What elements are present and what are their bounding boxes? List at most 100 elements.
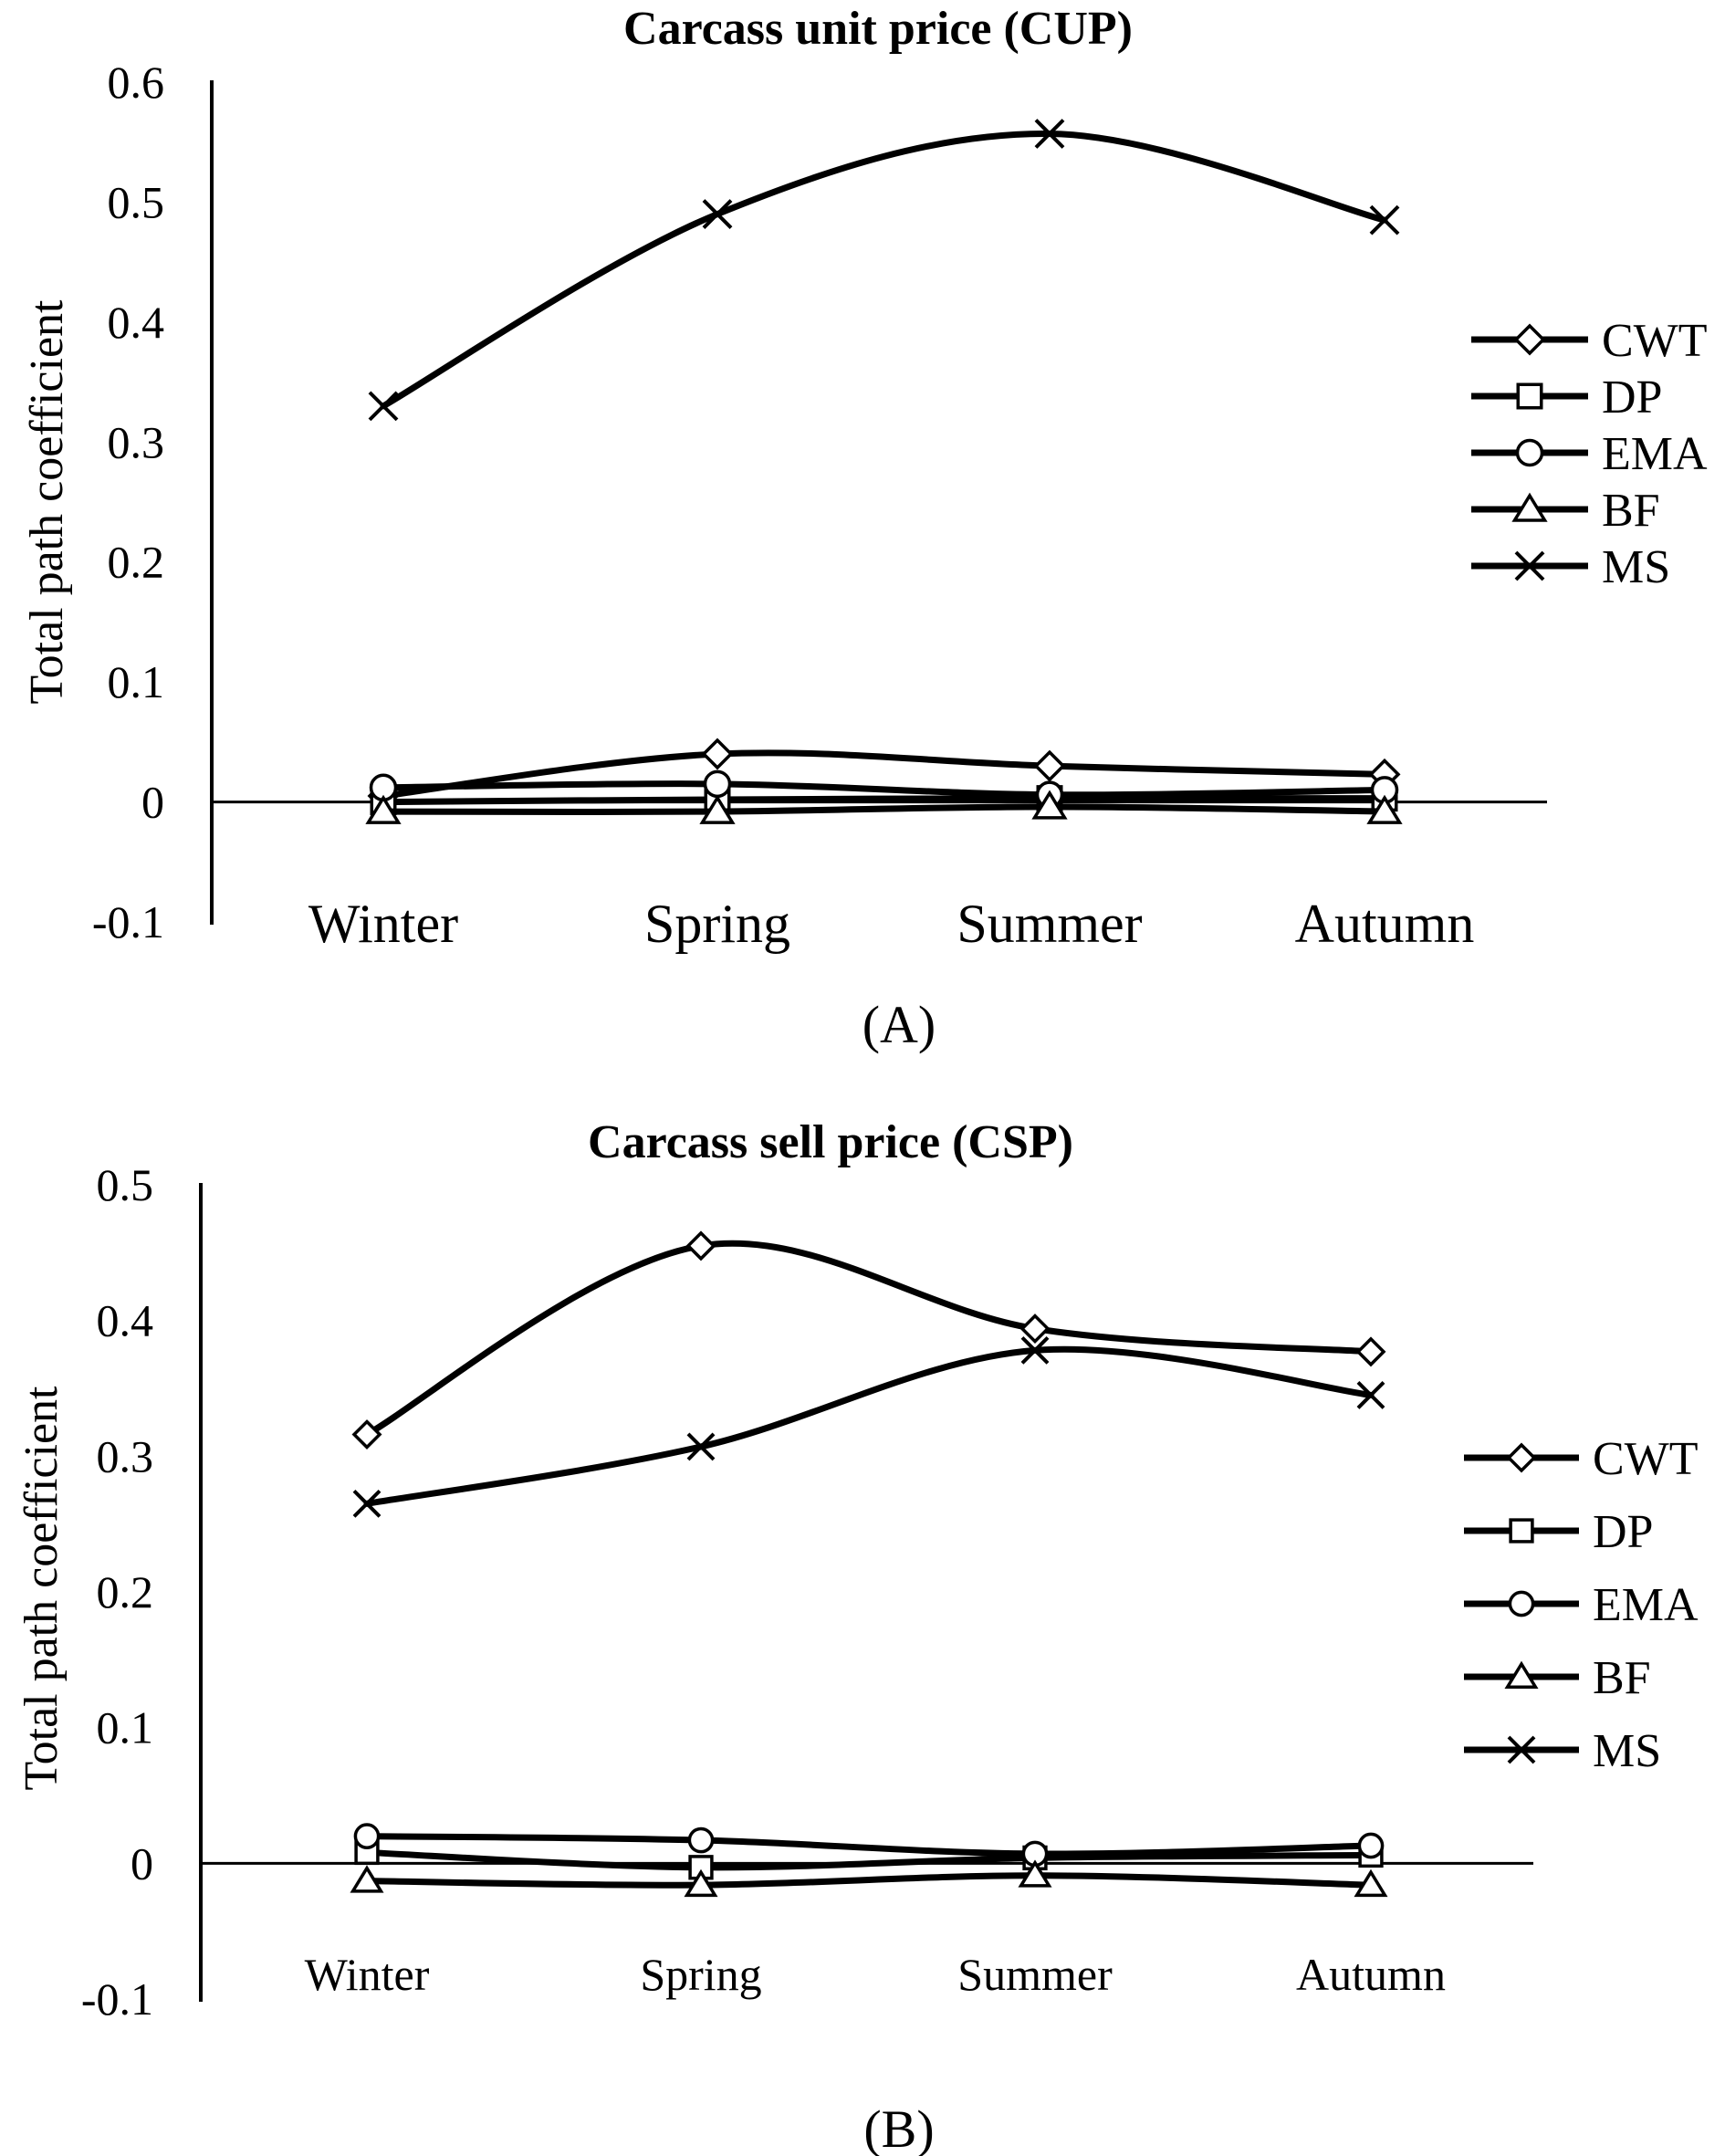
data-point-ema-winter	[353, 1823, 381, 1849]
data-point-ema-spring	[687, 1826, 715, 1854]
data-point-bf-autumn	[1354, 1868, 1388, 1898]
data-point-ms-summer-stroke-2	[1020, 1335, 1050, 1365]
x-tick-label-spring: Spring	[644, 894, 790, 954]
series-line-ema	[363, 1833, 1375, 1858]
legend-label-ema: EMA	[1602, 428, 1708, 480]
data-point-ms-summer-stroke-2	[1034, 119, 1065, 149]
y-axis-label: Total path coefficient	[16, 1386, 68, 1791]
x-tick-label-autumn: Autumn	[1296, 1949, 1446, 2000]
y-tick-label: 0.4	[108, 297, 165, 348]
data-point-ms-autumn	[1356, 1381, 1385, 1409]
legend-marker-dp	[1516, 382, 1543, 410]
series-line-ms	[380, 131, 1388, 410]
legend-label-ema: EMA	[1593, 1579, 1699, 1631]
legend-marker-ms-stroke-2	[1514, 550, 1545, 581]
y-tick-label: 0.1	[97, 1702, 154, 1753]
data-point-ms-winter	[368, 391, 399, 422]
y-tick-label: 0.5	[97, 1159, 154, 1210]
legend-label-cwt: CWT	[1602, 315, 1708, 367]
data-point-bf-autumn	[1366, 794, 1403, 824]
legend-marker-ms	[1514, 550, 1545, 581]
legend-marker-bf	[1504, 1660, 1539, 1689]
data-point-ema-autumn	[1357, 1832, 1385, 1859]
x-tick-label-spring: Spring	[640, 1949, 761, 2000]
data-point-ms-autumn-stroke-2	[1356, 1381, 1385, 1409]
data-point-ema-spring	[703, 769, 732, 799]
y-tick-label: 0.3	[97, 1430, 154, 1481]
data-point-ms-spring	[702, 199, 733, 229]
series-line-bf	[380, 803, 1388, 815]
y-tick-label: 0.1	[108, 656, 165, 707]
legend-label-dp: DP	[1602, 372, 1662, 424]
y-tick-label: 0.2	[97, 1566, 154, 1617]
data-point-ms-spring-stroke-2	[686, 1432, 716, 1461]
y-tick-label: 0	[141, 777, 164, 828]
legend-marker-ema	[1508, 1590, 1535, 1617]
x-tick-label-summer: Summer	[957, 1949, 1113, 2000]
legend-marker-bf	[1511, 492, 1548, 522]
legend-marker-ms	[1507, 1735, 1536, 1764]
chart-a: Carcass unit price (CUP) 0.6 0.5 0.4 0.3 0.2 0…	[21, 3, 1708, 1054]
data-point-cwt-summer	[1033, 749, 1066, 782]
series-bf	[350, 1859, 1388, 1898]
series-line-dp	[380, 795, 1388, 806]
legend-marker-cwt	[1506, 1442, 1537, 1473]
series-line-bf	[363, 1872, 1375, 1889]
chart-b: Carcass sell price (CSP) 0.5 0.4 0.3 0.2 0.1 0…	[16, 1116, 1699, 2156]
y-tick-label: -0.1	[81, 1973, 153, 2025]
data-point-ms-spring-stroke-2	[702, 199, 733, 229]
data-point-bf-summer	[1018, 1859, 1052, 1888]
data-point-bf-winter	[350, 1865, 384, 1893]
data-point-ms-autumn-stroke-2	[1369, 204, 1400, 235]
data-point-ms-winter-stroke-2	[352, 1489, 382, 1518]
series-cwt	[351, 1230, 1386, 1450]
data-point-bf-spring	[699, 794, 736, 824]
legend-label-ms: MS	[1593, 1725, 1661, 1777]
legend-label-dp: DP	[1593, 1506, 1653, 1558]
legend-marker-dp	[1509, 1518, 1534, 1544]
legend-label-ms: MS	[1602, 541, 1670, 593]
data-point-cwt-spring	[701, 738, 734, 770]
chart-title: Carcass sell price (CSP)	[588, 1116, 1073, 1168]
y-tick-label: 0.6	[108, 57, 165, 108]
legend-marker-ema	[1515, 438, 1544, 467]
y-tick-label: -0.1	[92, 896, 164, 947]
series-line-cwt	[380, 749, 1388, 800]
data-point-ms-summer	[1020, 1335, 1050, 1365]
data-point-cwt-summer	[1019, 1313, 1051, 1345]
series-ms	[352, 1335, 1385, 1518]
data-point-ms-winter	[352, 1489, 382, 1518]
x-tick-label-autumn: Autumn	[1295, 894, 1475, 954]
series-line-cwt	[363, 1240, 1375, 1439]
y-tick-label: 0.3	[108, 416, 165, 467]
legend-label-bf: BF	[1593, 1652, 1651, 1704]
data-point-ms-summer	[1034, 119, 1065, 149]
data-point-bf-winter	[365, 794, 402, 824]
data-point-cwt-winter	[351, 1419, 382, 1450]
series-ema	[369, 769, 1399, 809]
series-line-ema	[380, 780, 1388, 799]
panel-label: (A)	[862, 995, 936, 1054]
x-tick-label-summer: Summer	[957, 894, 1142, 954]
x-tick-label-winter: Winter	[308, 894, 458, 954]
y-axis-label: Total path coefficient	[21, 299, 73, 705]
x-tick-label-winter: Winter	[305, 1949, 430, 2000]
legend-marker-cwt	[1513, 323, 1546, 356]
y-tick-label: 0.4	[97, 1295, 154, 1346]
data-point-ms-winter-stroke-2	[368, 391, 399, 422]
legend-marker-ms-stroke-2	[1507, 1735, 1536, 1764]
legend-label-bf: BF	[1602, 485, 1660, 537]
series-ms	[368, 119, 1400, 422]
data-point-ms-autumn	[1369, 204, 1400, 235]
panel-label: (B)	[863, 2099, 934, 2156]
data-point-bf-summer	[1031, 790, 1068, 820]
y-tick-label: 0	[131, 1837, 153, 1889]
series-line-dp	[363, 1848, 1375, 1871]
data-point-cwt-spring	[685, 1230, 716, 1261]
y-tick-label: 0.5	[108, 176, 165, 227]
series-line-ms	[363, 1345, 1375, 1507]
